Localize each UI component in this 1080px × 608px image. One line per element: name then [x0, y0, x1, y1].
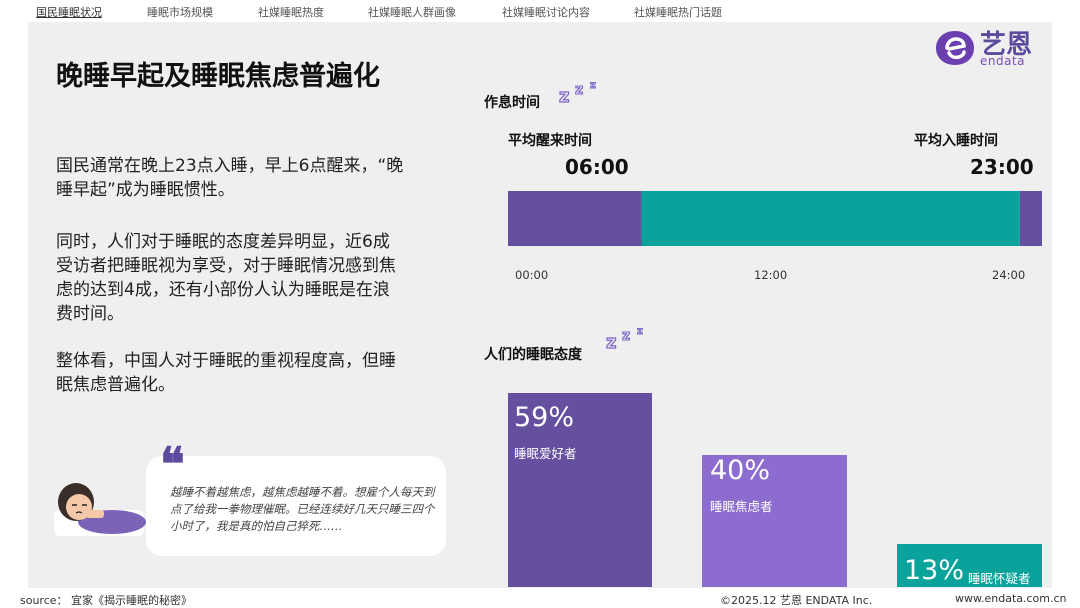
- endata-logo-icon: [936, 31, 974, 65]
- quote-mark-icon: ❝: [160, 437, 185, 491]
- copyright-text: ©2025.12 艺恩 ENDATA Inc.: [720, 594, 873, 607]
- zzz-icon: z z z: [605, 326, 643, 351]
- sleep-time: 23:00: [970, 155, 1034, 179]
- paragraph-sleep-time: 国民通常在晚上23点入睡，早上6点醒来，“晚睡早起”成为睡眠惯性。: [56, 156, 404, 200]
- quote-card: [146, 456, 446, 556]
- timeline-tick-24: 24:00: [992, 268, 1026, 282]
- timeline-segment-asleep-morning: [508, 191, 642, 246]
- attitude-section-title: 人们的睡眠态度: [484, 347, 582, 363]
- sleepless-person-illustration: [54, 483, 146, 536]
- sleep-label: 平均入睡时间: [914, 133, 998, 149]
- svg-text:z: z: [575, 82, 583, 98]
- schedule-section-title: 作息时间: [484, 95, 540, 111]
- timeline-segment-awake: [641, 191, 1020, 246]
- svg-text:z: z: [606, 332, 616, 350]
- nav-item-social-topics[interactable]: 社媒睡眠热门话题: [634, 6, 722, 19]
- svg-text:z: z: [559, 86, 569, 104]
- nav-item-social-profile[interactable]: 社媒睡眠人群画像: [368, 6, 456, 19]
- svg-text:z: z: [637, 326, 643, 337]
- bar-sleep-lover: [508, 392, 652, 587]
- paragraph-attitude: 同时，人们对于睡眠的态度差异明显，近6成受访者把睡眠视为享受，对于睡眠情况感到焦…: [56, 232, 396, 324]
- website-link[interactable]: www.endata.com.cn: [955, 592, 1067, 605]
- bar-label-lover-name: 睡眠爱好者: [514, 446, 577, 461]
- bar-label-anxious-value: 40%: [710, 455, 771, 486]
- nav-item-sleep-market[interactable]: 睡眠市场规模: [147, 6, 213, 19]
- bar-label-anxious-name: 睡眠焦虑者: [710, 499, 773, 514]
- wake-label: 平均醒来时间: [508, 133, 592, 149]
- quote-text: 越睡不着越焦虑，越焦虑越睡不着。想雇个人每天到点了给我一拳物理催眠。已经连续好几…: [170, 485, 435, 533]
- zzz-icon: z z z: [558, 80, 596, 105]
- logo-subtitle: endata: [980, 54, 1026, 68]
- nav-item-social-content[interactable]: 社媒睡眠讨论内容: [502, 6, 590, 19]
- timeline-tick-0: 00:00: [515, 268, 549, 282]
- source-note: source： 宜家《揭示睡眠的秘密》: [20, 594, 193, 607]
- bar-sleep-doubter: [897, 544, 1042, 587]
- nav-item-national-sleep[interactable]: 国民睡眠状况: [36, 6, 102, 19]
- svg-text:z: z: [590, 80, 596, 91]
- sleep-timeline-chart: [508, 191, 1042, 246]
- paragraph-summary: 整体看，中国人对于睡眠的重视程度高，但睡眠焦虑普遍化。: [56, 351, 396, 395]
- bar-sleep-anxious: [702, 455, 847, 587]
- nav-item-social-heat[interactable]: 社媒睡眠热度: [258, 6, 324, 19]
- logo-name: 艺恩: [980, 30, 1033, 60]
- timeline-segment-asleep-night: [1019, 191, 1042, 246]
- bar-label-doubter-value: 13%: [904, 555, 965, 586]
- page-title: 晚睡早起及睡眠焦虑普遍化: [56, 61, 380, 92]
- wake-time: 06:00: [565, 155, 629, 179]
- bar-label-doubter-name: 睡眠怀疑者: [968, 571, 1031, 586]
- bar-label-lover-value: 59%: [514, 402, 575, 433]
- svg-text:z: z: [622, 328, 630, 344]
- top-nav: 国民睡眠状况 睡眠市场规模 社媒睡眠热度 社媒睡眠人群画像 社媒睡眠讨论内容 社…: [0, 0, 1080, 22]
- timeline-tick-12: 12:00: [754, 268, 788, 282]
